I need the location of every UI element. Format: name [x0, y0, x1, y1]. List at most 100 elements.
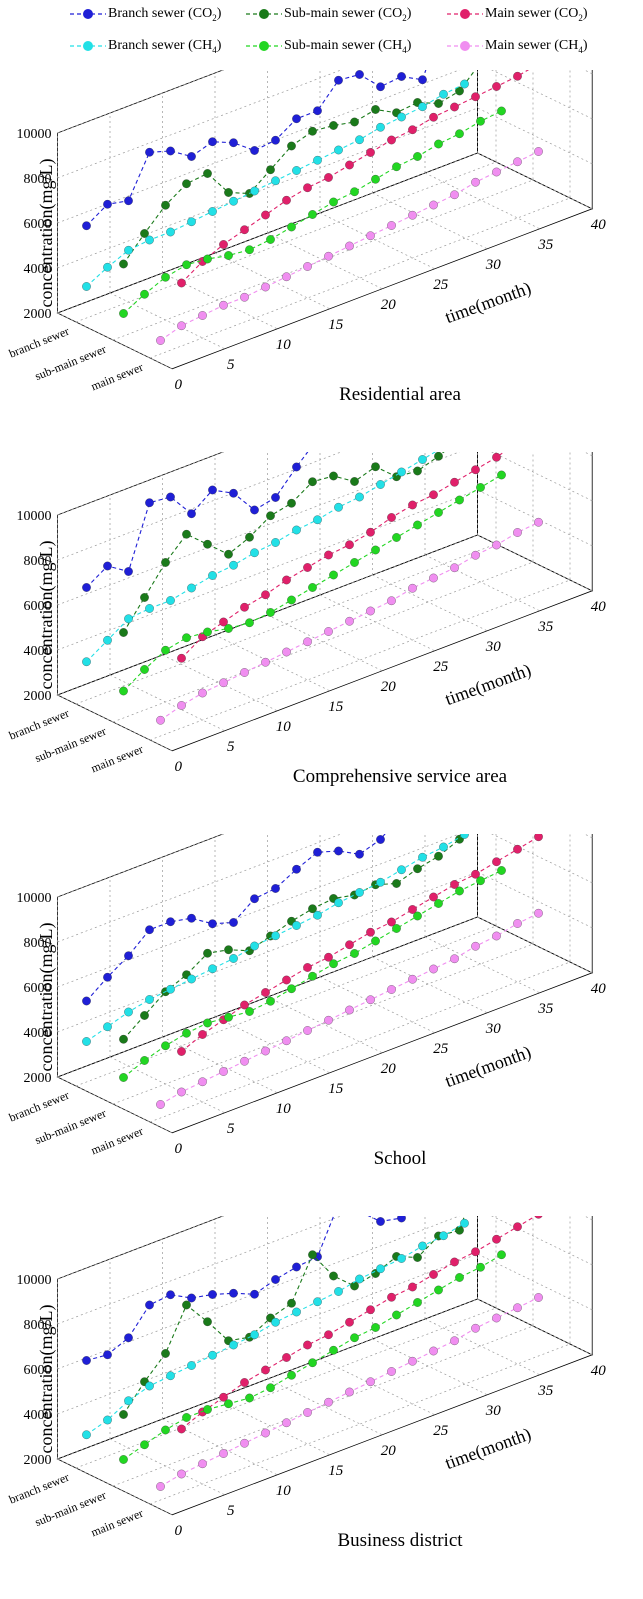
data-point: [282, 975, 291, 985]
legend-item-main-co2: Main sewer (CO2): [447, 6, 587, 23]
legend-swatch-icon: [70, 7, 106, 21]
data-point: [324, 1015, 333, 1025]
data-point: [497, 470, 506, 480]
data-point: [434, 139, 443, 149]
time-tick-label: 30: [485, 1403, 502, 1419]
data-point: [534, 834, 543, 842]
data-point: [308, 583, 317, 592]
grid-line-time-floor: [319, 976, 435, 1034]
data-point: [397, 72, 406, 81]
time-tick-label: 15: [328, 1463, 344, 1479]
data-point: [308, 1358, 317, 1368]
data-point: [119, 1455, 128, 1464]
data-point: [224, 1012, 233, 1022]
series-line: [86, 834, 386, 1002]
time-tick-label: 20: [381, 1443, 397, 1459]
data-point: [119, 686, 128, 696]
data-point: [387, 1292, 396, 1302]
time-tick-label: 25: [433, 659, 449, 675]
grid-line-time-floor: [57, 694, 173, 752]
panel-comprehensive: 2000 4000 6000 8000 10000 concentration(mg/L)…: [0, 452, 643, 832]
z-tick-label: 6000: [24, 599, 52, 614]
data-point: [119, 1410, 128, 1419]
floor-plane: [56, 1298, 594, 1516]
data-point: [429, 573, 438, 583]
data-point: [292, 864, 301, 874]
data-point: [492, 1313, 501, 1323]
data-point: [329, 471, 338, 481]
data-point: [413, 466, 422, 476]
data-point: [145, 235, 154, 245]
data-point: [329, 1345, 338, 1355]
data-point: [156, 1482, 165, 1491]
data-point: [229, 138, 238, 148]
data-point: [140, 229, 149, 238]
data-point: [203, 627, 212, 637]
data-point: [534, 1216, 543, 1219]
data-point: [366, 231, 375, 241]
time-tick-label: 0: [174, 759, 182, 775]
data-point: [166, 492, 175, 502]
time-tick-label: 35: [537, 1001, 554, 1017]
data-point: [429, 964, 438, 974]
chart-business: 2000 4000 6000 8000 10000 concentration(mg/L)…: [7, 1216, 607, 1551]
data-point: [177, 321, 186, 331]
data-point: [219, 1449, 228, 1458]
data-point: [366, 606, 375, 616]
data-point: [271, 931, 280, 941]
z-tick-label: 8000: [24, 1318, 52, 1333]
data-point: [329, 1271, 338, 1281]
data-point: [345, 1387, 354, 1397]
panel-title: School: [374, 1148, 427, 1169]
data-point: [187, 1361, 196, 1370]
grid-line-time-floor: [372, 574, 488, 632]
data-point: [282, 647, 291, 657]
data-point: [313, 1297, 322, 1307]
panel-title: Comprehensive service area: [293, 766, 508, 787]
grid-line-time-floor: [267, 232, 383, 290]
data-point: [271, 1275, 280, 1284]
data-point: [303, 262, 312, 271]
data-point: [418, 455, 427, 464]
data-point: [224, 945, 233, 955]
data-point: [303, 1026, 312, 1035]
data-point: [261, 988, 270, 997]
data-point: [329, 197, 338, 207]
data-point: [492, 82, 501, 91]
data-point: [271, 176, 280, 186]
data-point: [287, 984, 296, 994]
legend-item-branch-ch4: Branch sewer (CH4): [70, 38, 221, 55]
data-point: [392, 1310, 401, 1320]
data-point: [166, 1371, 175, 1381]
data-point: [450, 190, 459, 200]
data-point: [376, 877, 385, 887]
time-tick-label: 40: [591, 981, 607, 997]
data-point: [392, 924, 401, 933]
data-point: [513, 919, 522, 928]
time-tick-label: 40: [591, 1363, 607, 1379]
z-tick-label: 10000: [17, 509, 52, 524]
data-point: [376, 1264, 385, 1274]
data-point: [203, 254, 212, 264]
data-point: [413, 520, 422, 530]
legend-row-co2: Branch sewer (CO2) Sub-main sewer (CO2) …: [0, 6, 643, 36]
data-point: [203, 1018, 212, 1028]
data-point: [460, 1218, 469, 1228]
grid-line-time-floor: [424, 936, 540, 994]
data-point: [198, 311, 207, 320]
data-point: [303, 183, 312, 193]
legend-label: Main sewer (CO2): [485, 6, 588, 23]
data-point: [292, 1307, 301, 1317]
data-point: [266, 996, 275, 1006]
z-tick-label: 10000: [17, 891, 52, 906]
data-point: [455, 86, 464, 96]
z-tick-label: 2000: [24, 689, 52, 704]
data-point: [261, 657, 270, 667]
data-point: [219, 1392, 228, 1402]
data-point: [119, 1073, 128, 1082]
data-point: [355, 492, 364, 502]
data-point: [287, 1370, 296, 1380]
data-point: [350, 1281, 359, 1291]
z-axis-label: concentration(mg/L): [36, 159, 57, 308]
legend-swatch-icon: [447, 7, 483, 21]
